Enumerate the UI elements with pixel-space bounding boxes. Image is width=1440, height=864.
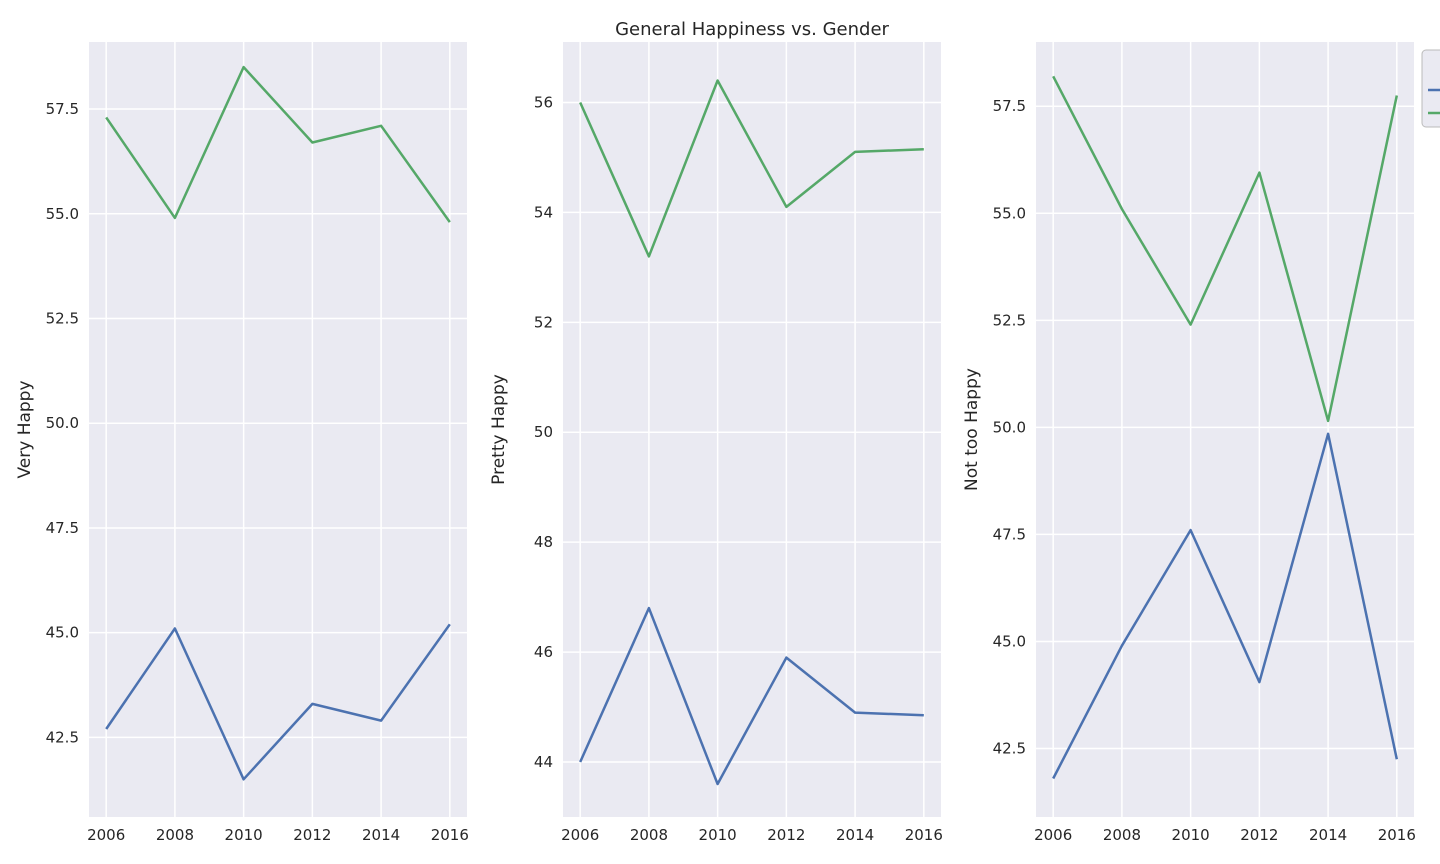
y-tick-label: 47.5 <box>993 525 1026 543</box>
subplot-3: 2006 2008 2010 2012 2014 2016 42.5 45.0 47.5 50.0… <box>962 42 1416 844</box>
y-tick-label: 55.0 <box>46 205 79 223</box>
y-tick-label: 44 <box>534 753 553 771</box>
y-tick-label: 57.5 <box>46 100 79 118</box>
y-tick-label: 42.5 <box>993 739 1026 757</box>
y-tick-label: 55.0 <box>993 204 1026 222</box>
x-tick-label: 2006 <box>561 826 599 844</box>
x-tick-label: 2016 <box>1378 826 1416 844</box>
series-line-1 <box>1052 432 1399 780</box>
figure-title: General Happiness vs. Gender <box>615 19 889 40</box>
x-tick-label: 2008 <box>1103 826 1141 844</box>
x-tick-label: 2012 <box>767 826 805 844</box>
series-line-2 <box>1052 75 1399 423</box>
y-tick-label: 52 <box>534 313 553 331</box>
x-tick-label: 2008 <box>630 826 668 844</box>
y-tick-label: 50 <box>534 423 553 441</box>
x-tick-label: 2016 <box>905 826 943 844</box>
subplot-1: 2006 2008 2010 2012 2014 2016 42.5 45.0 47.5 50.0… <box>15 42 469 844</box>
series-line-2 <box>579 79 924 258</box>
x-tick-label: 2010 <box>225 826 263 844</box>
x-tick-label: 2010 <box>699 826 737 844</box>
y-tick-label: 52.5 <box>993 311 1026 329</box>
series-line-1 <box>105 623 451 781</box>
plot-area <box>563 42 941 817</box>
x-tick-label: 2016 <box>431 826 469 844</box>
y-tick-label: 54 <box>534 203 553 221</box>
x-tick-label: 2010 <box>1172 826 1210 844</box>
legend-box <box>1421 49 1440 128</box>
y-axis-label: Pretty Happy <box>489 374 509 485</box>
x-tick-label: 2012 <box>1240 826 1278 844</box>
subplot-2: 2006 2008 2010 2012 2014 2016 44 46 48 50 52 54 56 Pr… <box>489 42 943 844</box>
y-tick-label: 45.0 <box>993 632 1026 650</box>
legend <box>1421 49 1440 128</box>
series-line-2 <box>105 65 451 223</box>
y-tick-label: 48 <box>534 533 553 551</box>
x-tick-label: 2006 <box>1034 826 1072 844</box>
y-tick-label: 47.5 <box>46 519 79 537</box>
x-tick-label: 2014 <box>1309 826 1347 844</box>
y-tick-label: 57.5 <box>993 97 1026 115</box>
x-tick-label: 2006 <box>87 826 125 844</box>
y-tick-label: 46 <box>534 643 553 661</box>
y-tick-label: 56 <box>534 93 553 111</box>
y-tick-label: 50.0 <box>46 414 79 432</box>
y-tick-label: 52.5 <box>46 309 79 327</box>
series-line-1 <box>579 606 924 786</box>
y-axis-label: Not too Happy <box>962 368 982 491</box>
x-tick-label: 2014 <box>362 826 400 844</box>
plot-area <box>89 42 467 817</box>
y-axis-label: Very Happy <box>15 380 35 478</box>
y-tick-label: 42.5 <box>46 728 79 746</box>
x-tick-label: 2008 <box>156 826 194 844</box>
x-tick-label: 2014 <box>836 826 874 844</box>
subplots: 2006 2008 2010 2012 2014 2016 42.5 45.0 47.5 50.0… <box>15 42 1416 844</box>
y-tick-label: 45.0 <box>46 624 79 642</box>
x-tick-label: 2012 <box>293 826 331 844</box>
y-tick-label: 50.0 <box>993 418 1026 436</box>
